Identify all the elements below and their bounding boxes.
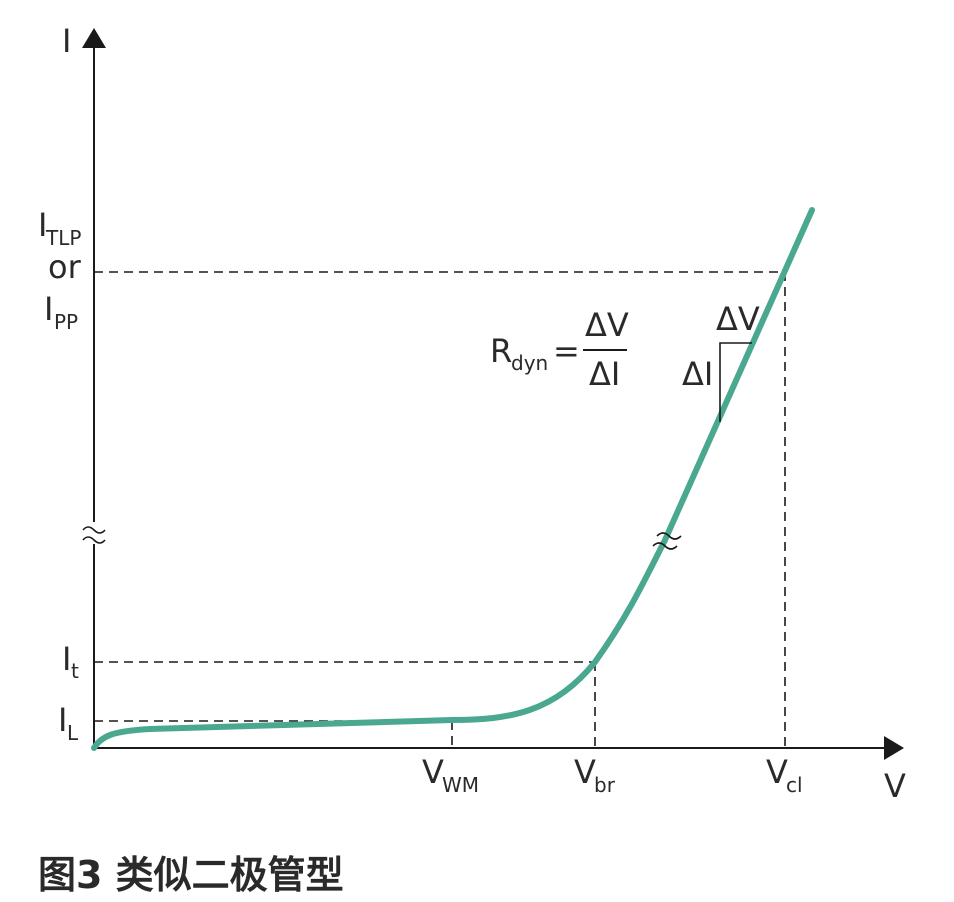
xtick-vbr-sub: br bbox=[594, 773, 616, 797]
ytick-ipp-sub: PP bbox=[54, 310, 78, 334]
xtick-vwm-sub: WM bbox=[442, 773, 479, 797]
xtick-vbr-main: V bbox=[574, 753, 596, 791]
ytick-it-main: I bbox=[62, 640, 71, 678]
slope-triangle bbox=[719, 342, 752, 422]
xtick-vcl-main: V bbox=[766, 753, 788, 791]
x-axis-label: V bbox=[884, 767, 906, 805]
y-axis-arrow bbox=[82, 28, 106, 48]
xtick-vcl-sub: cl bbox=[786, 773, 803, 797]
ytick-il-sub: L bbox=[67, 721, 79, 745]
x-axis-arrow bbox=[884, 736, 904, 760]
iv-curve bbox=[91, 207, 815, 751]
ytick-il-main: I bbox=[58, 701, 67, 739]
slope-delta-v: ΔV bbox=[716, 300, 760, 338]
slope-delta-i: ΔI bbox=[682, 355, 713, 393]
formula-denominator: ΔI bbox=[589, 355, 620, 393]
formula-numerator: ΔV bbox=[585, 306, 629, 344]
ytick-or: or bbox=[48, 248, 82, 286]
curve-break bbox=[652, 532, 682, 550]
ytick-itlp-sub: TLP bbox=[45, 226, 81, 250]
y-axis-label: I bbox=[62, 22, 71, 60]
rdyn-formula: R dyn = ΔV ΔI bbox=[490, 306, 629, 393]
formula-equals: = bbox=[553, 332, 580, 370]
ytick-it-sub: t bbox=[71, 659, 79, 683]
formula-r: R bbox=[490, 332, 512, 370]
xtick-vwm-main: V bbox=[422, 753, 444, 791]
y-axis-break bbox=[80, 522, 108, 544]
ytick-itlp-main: I bbox=[38, 206, 47, 244]
formula-dyn: dyn bbox=[511, 351, 548, 375]
ytick-ipp-main: I bbox=[44, 290, 53, 328]
figure-caption: 图3 类似二极管型 bbox=[38, 853, 344, 897]
